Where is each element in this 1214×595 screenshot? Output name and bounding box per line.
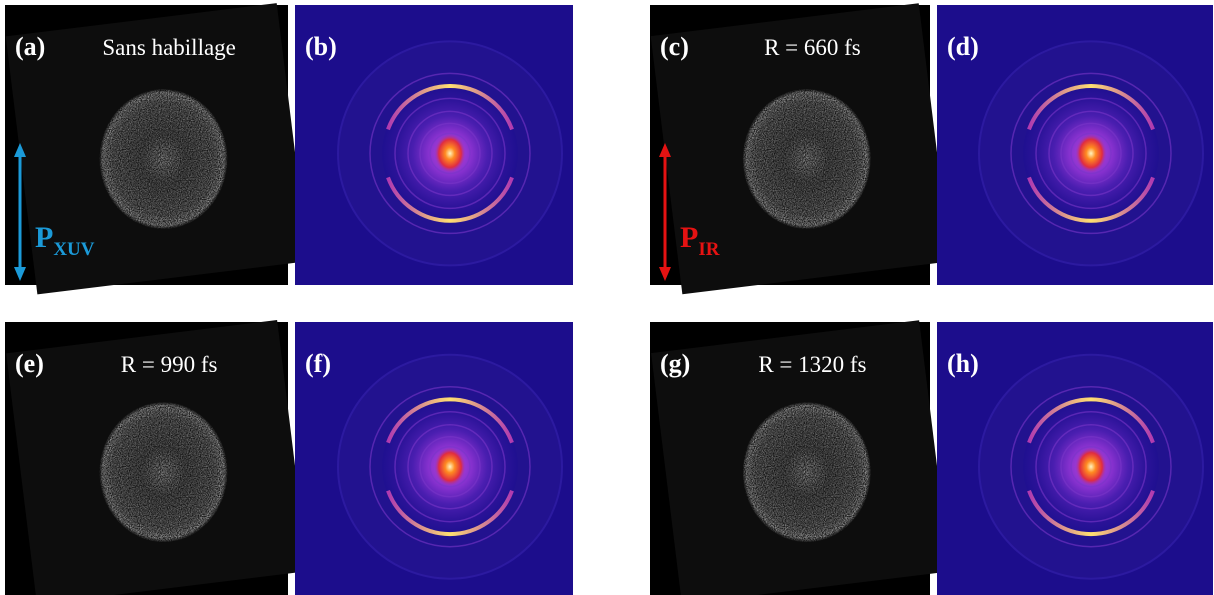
ring (394, 97, 506, 210)
ring (369, 72, 531, 235)
polarization-symbol: P (35, 221, 53, 254)
bottom-arc (1027, 490, 1155, 537)
center-spot (434, 133, 466, 174)
bottom-arc (1027, 176, 1155, 223)
ring (1060, 122, 1122, 185)
polarization-label: PIR (680, 221, 720, 260)
polarization-label: PXUV (35, 221, 95, 260)
ring (1035, 97, 1147, 210)
ring (1060, 435, 1122, 498)
panel: (b) (295, 5, 573, 285)
panel-caption: R = 660 fs (764, 35, 861, 60)
panel: (c) R = 660 fs PIR (650, 3, 951, 295)
panel-caption: Sans habillage (102, 35, 236, 60)
panel-label: (e) (15, 349, 44, 378)
panel-caption: R = 1320 fs (758, 352, 866, 377)
panel: (f) (295, 322, 573, 595)
panel-caption: R = 990 fs (121, 352, 218, 377)
polarization-symbol: P (680, 221, 698, 254)
panel: (g) R = 1320 fs (650, 320, 950, 595)
panel: (d) (937, 5, 1213, 285)
top-arc (386, 397, 514, 444)
ring (369, 385, 531, 548)
arrow-head (14, 267, 26, 281)
center-spot (434, 446, 466, 487)
ring (1010, 72, 1172, 235)
ring (419, 122, 481, 185)
ring (1010, 385, 1172, 548)
bottom-arc (386, 176, 514, 223)
arrow-head (14, 143, 26, 157)
panel-label: (f) (305, 349, 331, 378)
photoelectron-image (742, 89, 871, 229)
polarization-subscript: IR (698, 239, 719, 260)
photoelectron-image (99, 89, 228, 229)
polarization-subscript: XUV (53, 239, 94, 260)
bottom-arc (386, 490, 514, 537)
center-spot (1075, 446, 1107, 487)
top-arc (386, 84, 514, 131)
panel: (e) R = 990 fs (5, 320, 308, 595)
top-arc (1027, 84, 1155, 131)
panel-label: (d) (947, 32, 979, 61)
arrow-head (659, 267, 671, 281)
top-arc (1027, 397, 1155, 444)
ring (1035, 410, 1147, 523)
panel: (h) (937, 322, 1213, 595)
panel-label: (a) (15, 32, 45, 61)
ring (419, 435, 481, 498)
panel-label: (h) (947, 349, 979, 378)
ring (407, 423, 493, 510)
photoelectron-image (99, 402, 228, 543)
panel: (a) Sans habillage PXUV (5, 3, 309, 295)
ring (1048, 110, 1134, 197)
panel-label: (c) (660, 32, 689, 61)
photoelectron-image (742, 402, 871, 543)
arrow-head (659, 143, 671, 157)
panel-label: (b) (305, 32, 337, 61)
ring (394, 410, 506, 523)
panel-label: (g) (660, 349, 690, 378)
ring (407, 110, 493, 197)
center-spot (1075, 133, 1107, 174)
ring (1048, 423, 1134, 510)
